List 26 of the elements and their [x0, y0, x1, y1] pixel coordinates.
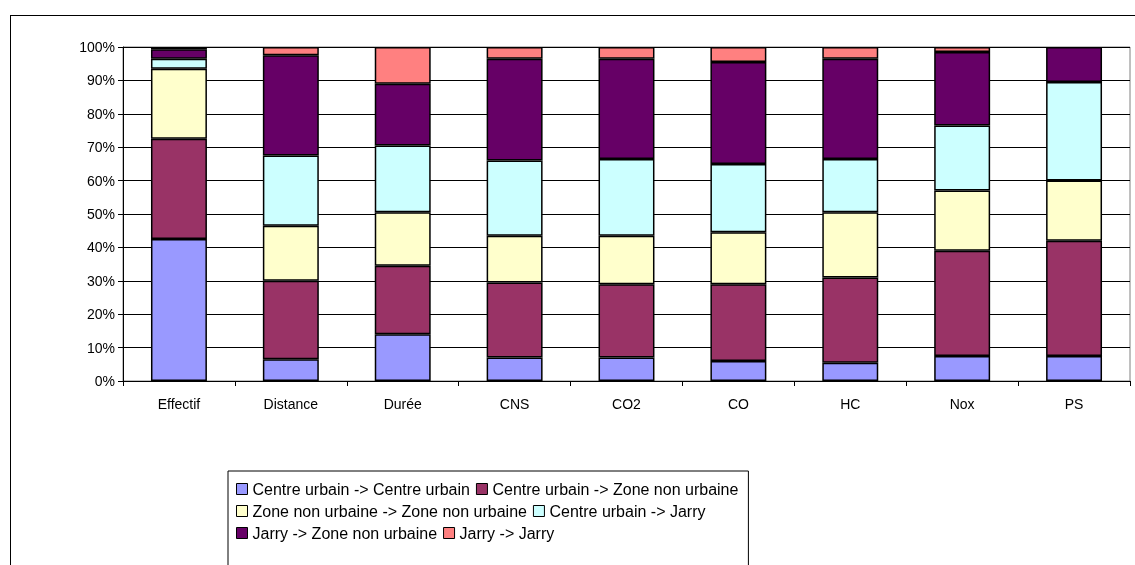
y-tick-label: 40% [86, 239, 115, 256]
y-tick-label: 10% [86, 339, 115, 356]
x-tick-label: PS [1064, 396, 1084, 412]
y-tick-label: 60% [86, 172, 115, 189]
x-tick-label: Distance [263, 396, 319, 412]
y-tick-label: 0% [94, 373, 115, 389]
y-tick-label: 90% [86, 72, 115, 89]
y-tick-label: 100% [79, 39, 115, 55]
y-tick-label: 80% [86, 105, 115, 122]
x-tick-label: HC [840, 396, 861, 412]
x-tick-label: Durée [383, 396, 422, 412]
x-tick-label: CNS [499, 396, 530, 412]
x-tick-label: Nox [949, 396, 975, 412]
legend-label: Centre urbain -> Jarry [549, 502, 706, 520]
y-tick-label: 50% [86, 206, 115, 222]
legend-label: Jarry -> Jarry [459, 524, 555, 542]
legend-label: Jarry -> Zone non urbaine [252, 524, 438, 542]
legend-label: Centre urbain -> Centre urbain [252, 480, 470, 498]
x-tick-label: CO2 [612, 396, 642, 412]
x-tick-label: CO [727, 396, 749, 412]
legend-label: Centre urbain -> Zone non urbaine [492, 480, 739, 498]
x-tick-label: Effectif [157, 396, 201, 412]
y-tick-label: 20% [86, 306, 115, 323]
y-tick-label: 70% [86, 139, 115, 156]
y-tick-label: 30% [86, 272, 115, 289]
legend-label: Zone non urbaine -> Zone non urbaine [252, 502, 528, 520]
